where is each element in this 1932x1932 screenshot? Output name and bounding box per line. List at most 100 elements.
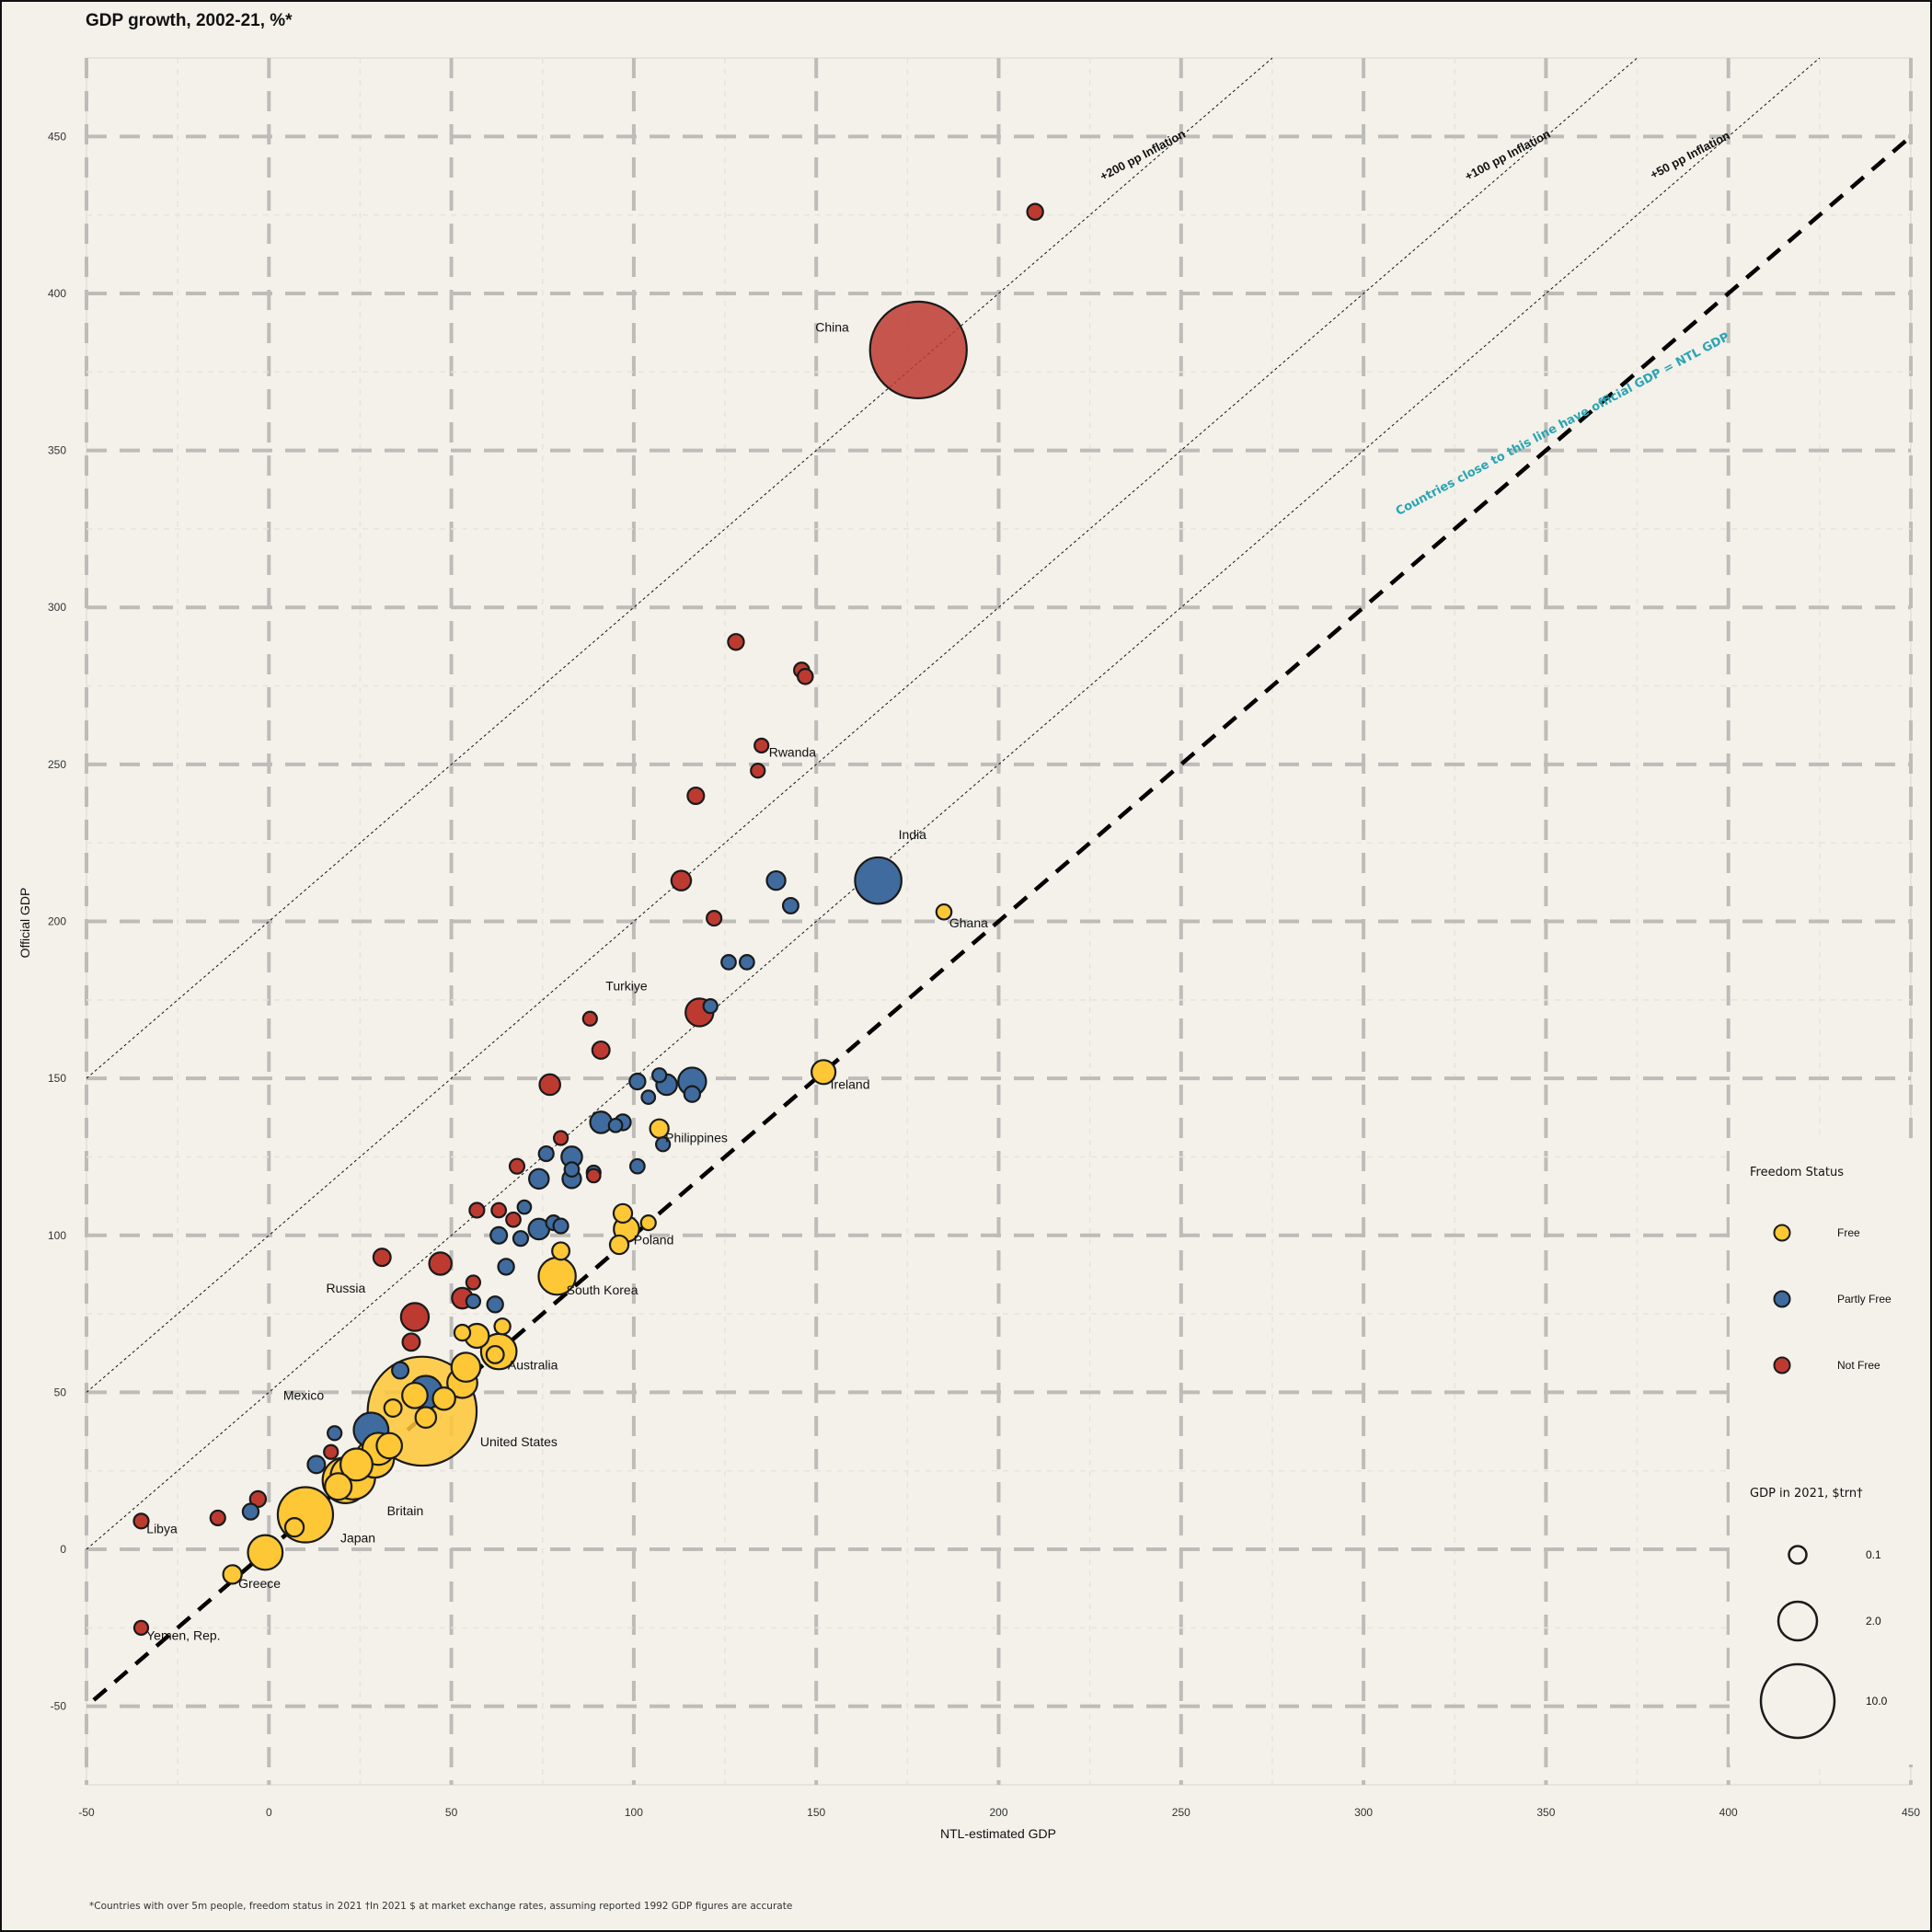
data-point	[241, 1502, 260, 1521]
chart-title: GDP growth, 2002-21, %*	[86, 11, 293, 30]
data-point	[686, 786, 706, 806]
legend-label-free: Free	[1837, 1226, 1860, 1239]
label-britain: Britain	[387, 1503, 424, 1518]
data-point	[581, 1010, 598, 1027]
label-ireland: Ireland	[831, 1076, 870, 1091]
y-axis-label: Official GDP	[17, 888, 32, 959]
data-point	[453, 1323, 472, 1342]
data-point	[283, 1517, 305, 1538]
data-point-china	[868, 300, 968, 400]
data-point	[551, 1241, 571, 1261]
data-point	[552, 1130, 569, 1146]
data-point	[537, 1144, 555, 1163]
data-point	[375, 1432, 404, 1460]
x-tick-label: 250	[1172, 1806, 1190, 1819]
data-point	[670, 869, 693, 891]
data-point	[497, 1258, 515, 1276]
label-mexico: Mexico	[283, 1387, 325, 1402]
label-china: China	[815, 319, 849, 334]
legend-size-background	[1730, 1424, 1918, 1765]
data-point	[750, 763, 766, 779]
x-tick-label: -50	[78, 1806, 95, 1819]
data-point	[797, 668, 814, 685]
footnote: *Countries with over 5m people, freedom …	[89, 1901, 792, 1912]
data-point	[327, 1425, 343, 1442]
legend-size-label: 2.0	[1866, 1615, 1881, 1627]
x-tick-label: 100	[625, 1806, 643, 1819]
legend-size-marker	[1759, 1662, 1836, 1740]
data-point	[628, 1157, 646, 1175]
x-tick-label: 200	[989, 1806, 1007, 1819]
label-libya: Libya	[146, 1522, 178, 1536]
data-point	[414, 1406, 438, 1430]
y-tick-label: 50	[54, 1386, 67, 1398]
data-point-india	[854, 856, 903, 905]
legend-marker-free	[1773, 1224, 1791, 1242]
data-point	[486, 1295, 504, 1314]
data-point	[640, 1089, 657, 1105]
data-point	[508, 1157, 526, 1175]
x-tick-label: 0	[266, 1806, 272, 1819]
data-point	[585, 1167, 602, 1184]
label-philippines: Philippines	[665, 1130, 728, 1144]
y-tick-label: 300	[48, 601, 66, 614]
data-point	[781, 896, 799, 914]
data-points	[132, 202, 1044, 1636]
x-tick-label: 350	[1536, 1806, 1555, 1819]
label-india: India	[899, 827, 927, 842]
y-tick-label: 200	[48, 915, 66, 928]
data-point	[372, 1248, 392, 1268]
data-point	[738, 953, 755, 971]
data-point	[706, 909, 723, 927]
data-point	[383, 1397, 403, 1418]
x-tick-label: 400	[1719, 1806, 1738, 1819]
y-tick-label: 400	[48, 287, 66, 300]
data-point	[505, 1211, 522, 1228]
data-point	[485, 1344, 505, 1364]
x-tick-label: 300	[1354, 1806, 1373, 1819]
data-point	[306, 1455, 327, 1475]
data-point	[324, 1472, 353, 1501]
label-poland: Poland	[634, 1233, 674, 1248]
data-point	[428, 1251, 453, 1276]
data-point	[589, 1110, 613, 1134]
y-tick-label: 250	[48, 758, 66, 771]
data-point	[563, 1161, 581, 1178]
data-point-ireland	[811, 1059, 837, 1086]
legend-size-label: 0.1	[1866, 1548, 1881, 1561]
label-yemen-rep-: Yemen, Rep.	[146, 1628, 220, 1643]
legend-freedom-title: Freedom Status	[1750, 1166, 1844, 1179]
data-point	[489, 1225, 509, 1245]
legend-size-label: 10.0	[1866, 1695, 1888, 1708]
data-point	[727, 633, 745, 651]
data-point	[591, 1040, 611, 1060]
y-tick-label: 0	[60, 1543, 66, 1556]
legend-size-marker	[1788, 1545, 1808, 1565]
data-point	[450, 1351, 482, 1383]
inflation-line	[86, 57, 1273, 1079]
data-point	[516, 1199, 533, 1215]
data-point	[1026, 202, 1044, 221]
data-point	[247, 1534, 284, 1571]
legend-gdp-size: GDP in 2021, $trn† 0.1 2.0 10.0	[1730, 1424, 1918, 1765]
label-japan: Japan	[340, 1531, 375, 1546]
label-australia: Australia	[508, 1358, 558, 1373]
label-turkiye: Turkiye	[605, 978, 648, 993]
label-united-states: United States	[480, 1434, 558, 1449]
label-greece: Greece	[238, 1576, 281, 1591]
legend-freedom-background	[1730, 1139, 1918, 1424]
data-point	[612, 1202, 634, 1225]
y-tick-label: 450	[48, 130, 66, 143]
data-point-yemen-rep-	[132, 1619, 150, 1636]
data-point	[628, 1072, 647, 1091]
y-tick-label: 350	[48, 444, 66, 457]
data-point	[490, 1202, 508, 1219]
legend-size-title: GDP in 2021, $trn†	[1750, 1487, 1863, 1501]
inflation-line	[86, 57, 1821, 1550]
label-rwanda: Rwanda	[769, 744, 817, 759]
data-point	[655, 1136, 672, 1153]
x-tick-labels: -50 0 50 100 150 200 250 300 350 400 450	[78, 1806, 1920, 1819]
data-point	[639, 1214, 657, 1232]
legend-marker-partly-free	[1773, 1290, 1791, 1308]
